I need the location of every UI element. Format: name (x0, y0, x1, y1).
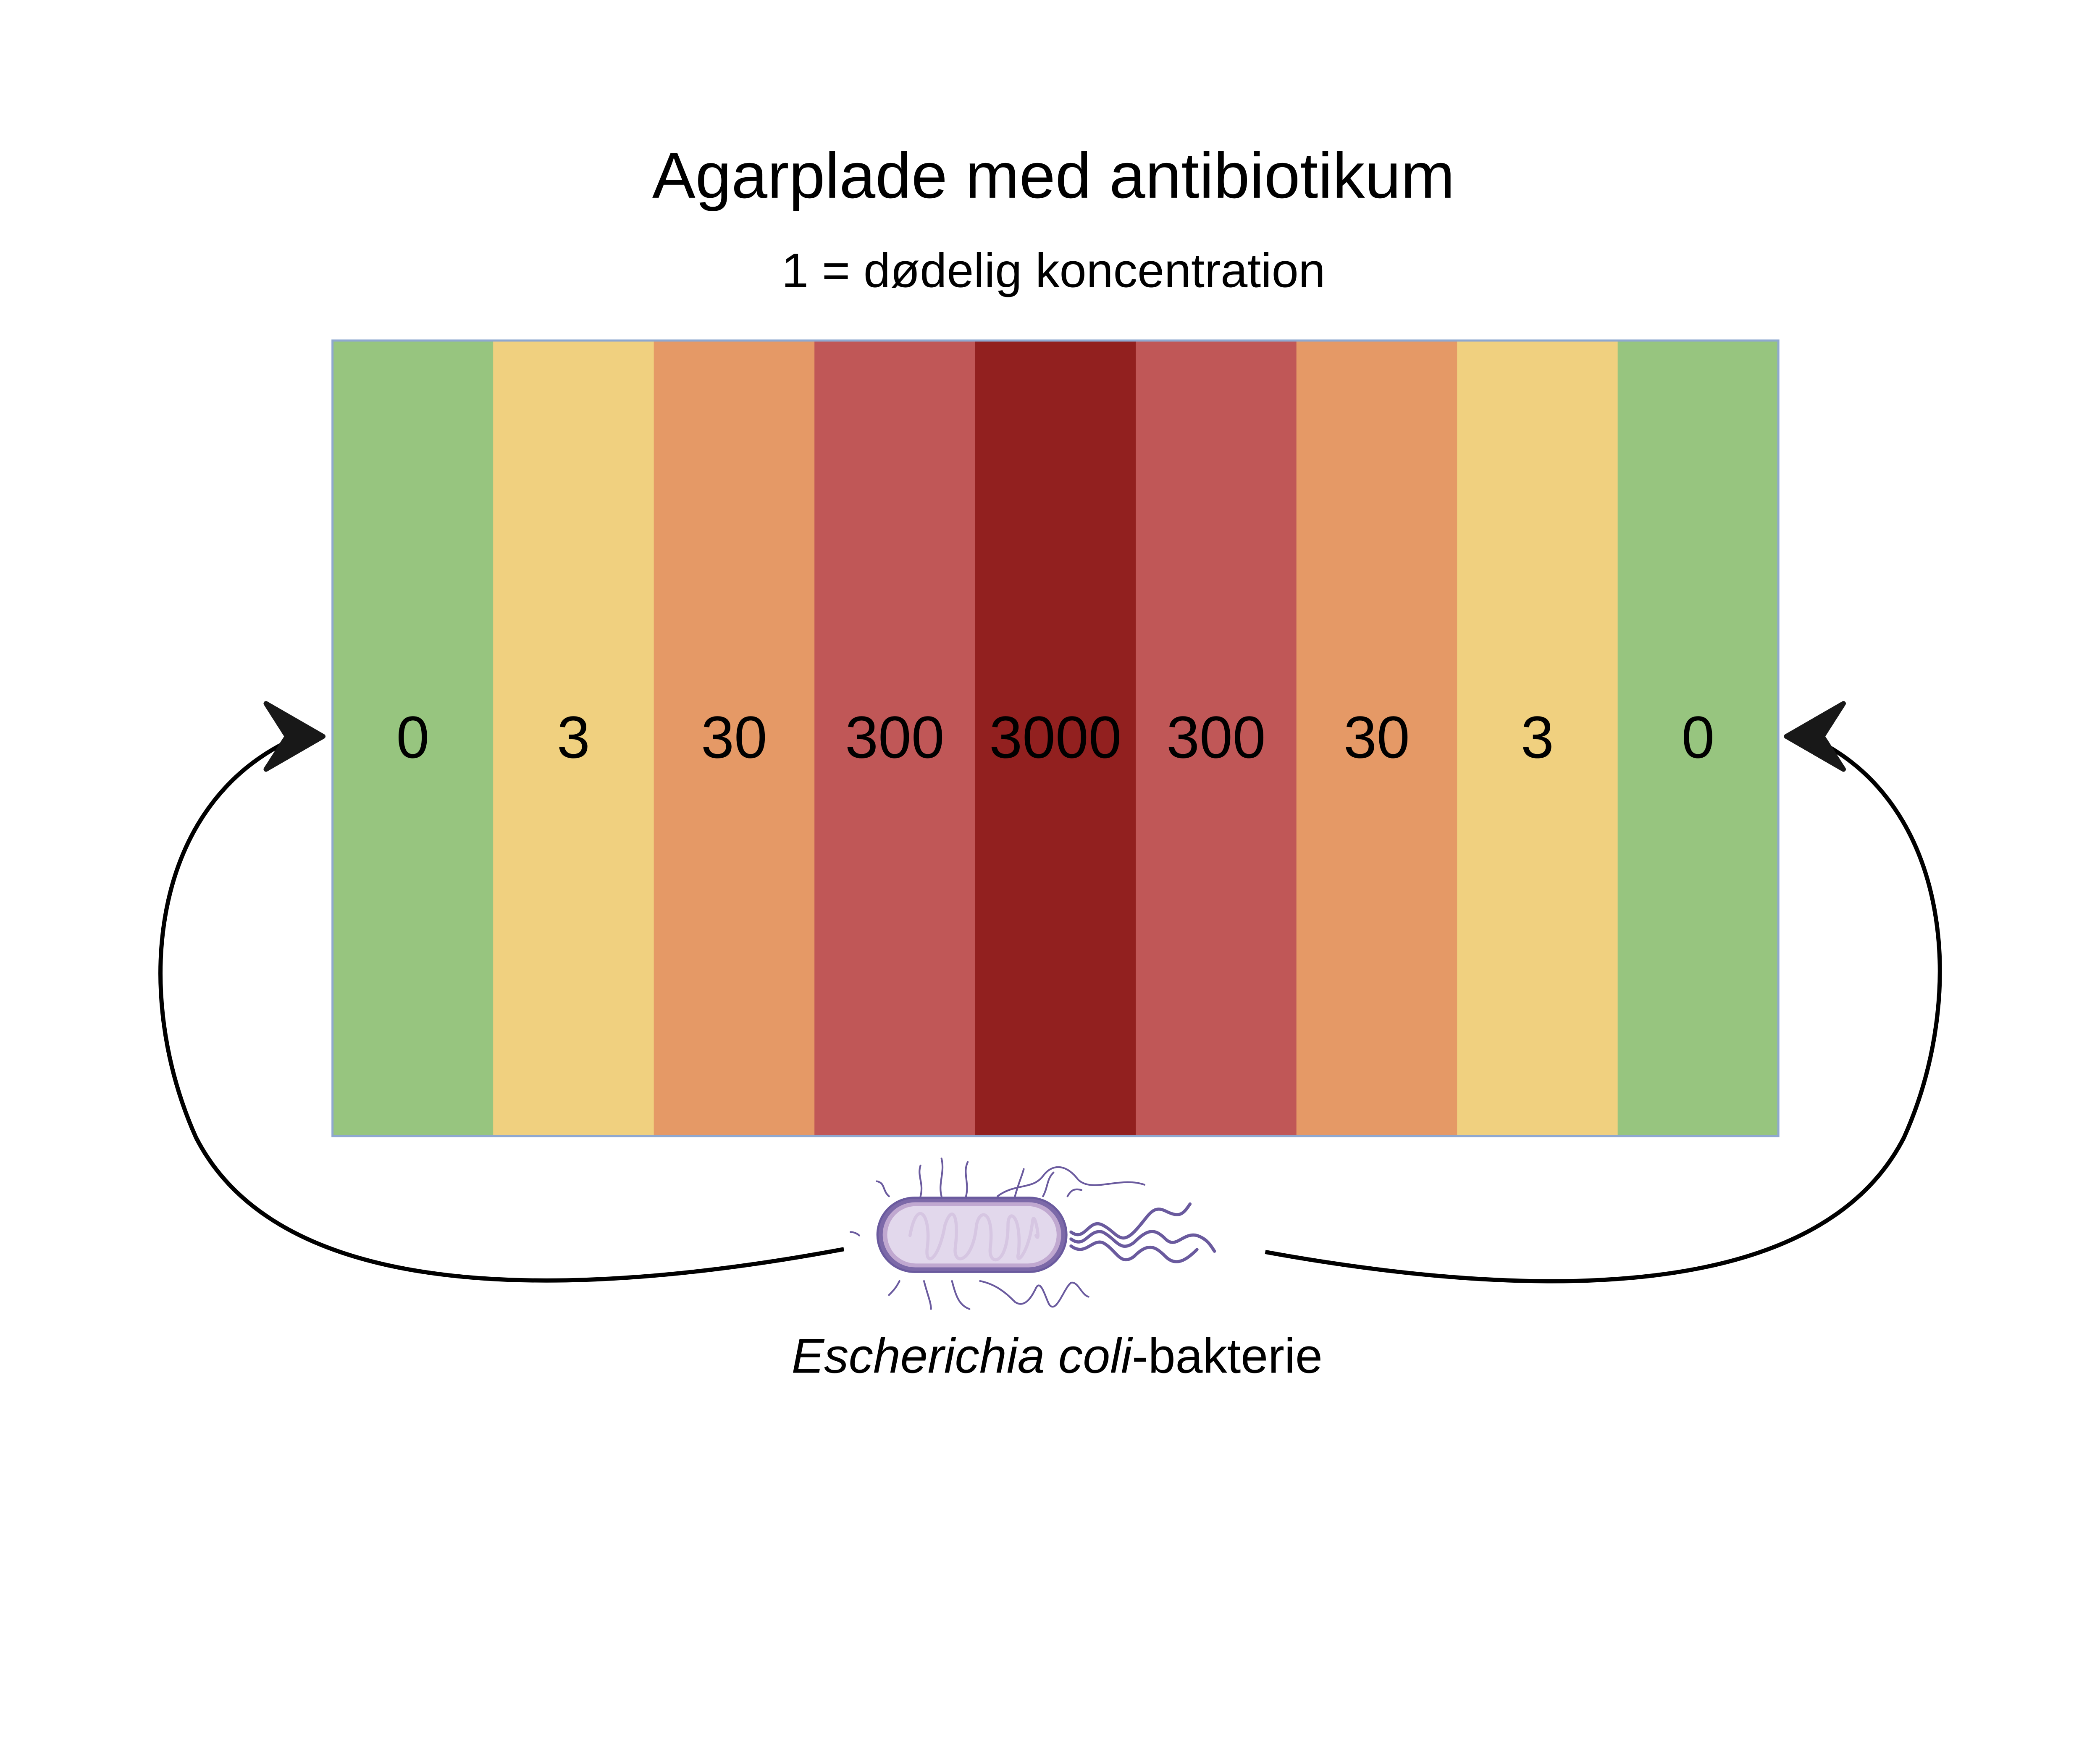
plate-zone (654, 340, 815, 1137)
e-coli-bacterium-icon (849, 1158, 1216, 1310)
caption-suffix: -bakterie (1132, 1328, 1323, 1383)
plate-zone (1296, 340, 1457, 1137)
zone-concentration-label: 300 (1166, 704, 1265, 771)
zone-concentration-label: 3 (1521, 704, 1554, 771)
caption-species: Escherichia coli (792, 1328, 1134, 1383)
zone-concentration-label: 0 (396, 704, 430, 771)
zone-concentration-label: 30 (701, 704, 767, 771)
plate-zone (1617, 340, 1779, 1137)
plate-zone (1457, 340, 1618, 1137)
plate-zone (493, 340, 654, 1137)
caption: Escherichia coli-bakterie (792, 1328, 1323, 1383)
plate-zone (332, 340, 494, 1137)
plate-zone (1136, 340, 1297, 1137)
zone-concentration-label: 3000 (989, 704, 1121, 771)
plate-zone (975, 340, 1136, 1137)
diagram-title: Agarplade med antibiotikum (652, 139, 1455, 212)
zone-concentration-label: 30 (1344, 704, 1410, 771)
diagram-subtitle: 1 = dødelig koncentration (782, 244, 1326, 297)
zone-concentration-label: 0 (1682, 704, 1715, 771)
plate-border (331, 339, 1780, 1137)
curved-arrow-left-icon (158, 701, 845, 1283)
plate-zone (814, 340, 976, 1137)
curved-arrow-right-icon (1265, 701, 1942, 1284)
agar-plate: 0 3 30 300 3000 300 30 3 0 (331, 339, 1780, 1137)
diagram-canvas: Agarplade med antibiotikum 1 = dødelig k… (158, 139, 1942, 1383)
zone-concentration-label: 300 (845, 704, 944, 771)
zone-concentration-label: 3 (557, 704, 590, 771)
